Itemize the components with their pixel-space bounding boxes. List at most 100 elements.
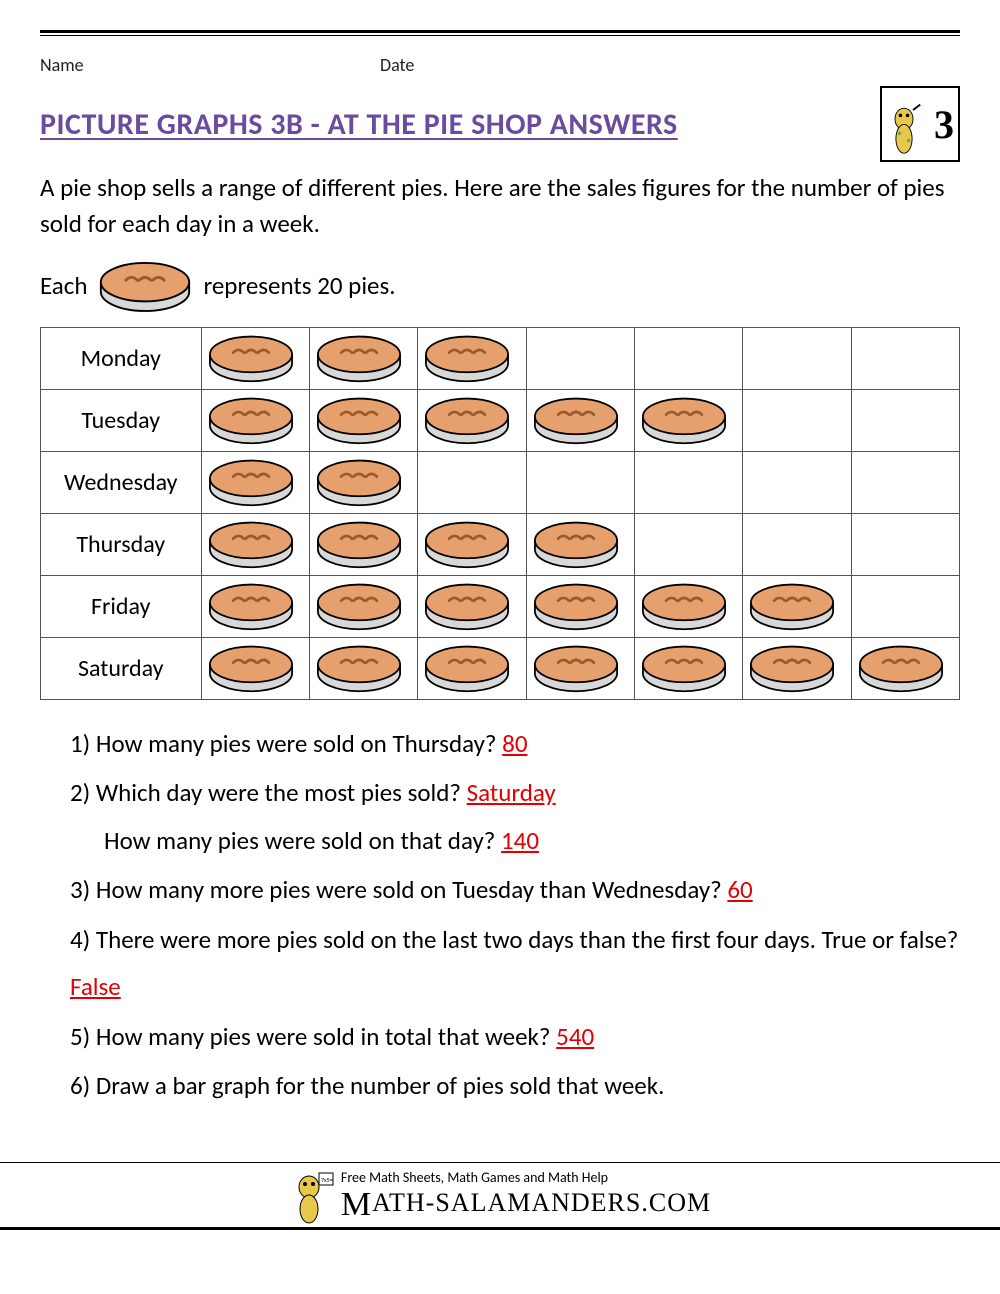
key-suffix: represents 20 pies. — [203, 270, 395, 301]
pictograph-cell — [309, 575, 417, 637]
pictograph-row: Thursday — [41, 513, 960, 575]
pictograph-cell — [634, 389, 742, 451]
pictograph-row: Wednesday — [41, 451, 960, 513]
pictograph-cell — [526, 637, 634, 699]
pictograph-cell — [201, 451, 309, 513]
pictograph-cell — [418, 451, 526, 513]
pictograph-cell — [851, 451, 959, 513]
question-text: How many pies were sold in total that we… — [96, 1021, 556, 1052]
answer: 540 — [556, 1021, 594, 1052]
pictograph-row: Tuesday — [41, 389, 960, 451]
pictograph-cell — [634, 451, 742, 513]
pictograph-cell — [526, 575, 634, 637]
header-labels: Name Date — [40, 54, 960, 76]
question: 2) Which day were the most pies sold? Sa… — [70, 769, 960, 864]
pictograph-cell — [743, 575, 851, 637]
pictograph-cell — [201, 575, 309, 637]
answer: False — [70, 971, 121, 1002]
top-rule — [40, 30, 960, 36]
pictograph-cell — [743, 513, 851, 575]
pictograph-cell — [309, 451, 417, 513]
question-text: Draw a bar graph for the number of pies … — [96, 1070, 665, 1101]
question-number: 3) — [70, 874, 96, 905]
question: 3) How many more pies were sold on Tuesd… — [70, 866, 960, 914]
pictograph-row: Monday — [41, 327, 960, 389]
pictograph-cell — [309, 513, 417, 575]
question-number: 1) — [70, 728, 96, 759]
pictograph-cell — [851, 513, 959, 575]
question-text: Which day were the most pies sold? — [96, 777, 467, 808]
pictograph-cell — [743, 637, 851, 699]
day-label: Monday — [41, 327, 202, 389]
question-number: 4) — [70, 924, 96, 955]
pictograph-row: Saturday — [41, 637, 960, 699]
pictograph-cell — [418, 575, 526, 637]
pictograph-cell — [851, 389, 959, 451]
question-sub: How many pies were sold on that day? 140 — [70, 817, 960, 865]
pictograph-cell — [526, 389, 634, 451]
pictograph-cell — [418, 389, 526, 451]
pictograph-cell — [851, 327, 959, 389]
pictograph-cell — [851, 637, 959, 699]
pictograph-cell — [634, 513, 742, 575]
pictograph-cell — [201, 389, 309, 451]
pictograph-cell — [526, 451, 634, 513]
title-row: PICTURE GRAPHS 3B - AT THE PIE SHOP ANSW… — [40, 86, 960, 162]
pictograph-cell — [201, 327, 309, 389]
pictograph-cell — [634, 575, 742, 637]
pictograph-table: Monday Tuesday — [40, 327, 960, 700]
pictograph-key: Each represents 20 pies. — [40, 259, 960, 313]
footer-site-m: M — [341, 1186, 372, 1223]
day-label: Tuesday — [41, 389, 202, 451]
date-label: Date — [380, 54, 960, 76]
pictograph-cell — [743, 327, 851, 389]
pictograph-cell — [309, 389, 417, 451]
pictograph-cell — [634, 637, 742, 699]
pictograph-cell — [743, 451, 851, 513]
question: 6) Draw a bar graph for the number of pi… — [70, 1062, 960, 1110]
question: 1) How many pies were sold on Thursday? … — [70, 720, 960, 768]
pictograph-cell — [418, 637, 526, 699]
footer-text-block: Free Math Sheets, Math Games and Math He… — [341, 1169, 711, 1224]
pictograph-cell — [418, 327, 526, 389]
answer: 140 — [501, 825, 539, 856]
name-label: Name — [40, 54, 380, 76]
footer: 7x5= Free Math Sheets, Math Games and Ma… — [0, 1162, 1000, 1230]
footer-site-rest: ATH-SALAMANDERS.COM — [372, 1188, 711, 1217]
pie-icon — [97, 259, 193, 313]
question-number: 6) — [70, 1070, 96, 1101]
intro-text: A pie shop sells a range of different pi… — [40, 170, 960, 243]
worksheet-page: Name Date PICTURE GRAPHS 3B - AT THE PIE… — [0, 0, 1000, 1132]
question-text: How many more pies were sold on Tuesday … — [96, 874, 727, 905]
footer-site: MATH-SALAMANDERS.COM — [341, 1186, 711, 1224]
pictograph-cell — [743, 389, 851, 451]
pictograph-cell — [418, 513, 526, 575]
question: 5) How many pies were sold in total that… — [70, 1013, 960, 1061]
pictograph-cell — [526, 513, 634, 575]
answer: 80 — [502, 728, 527, 759]
question: 4) There were more pies sold on the last… — [70, 916, 960, 1011]
day-label: Friday — [41, 575, 202, 637]
pictograph-cell — [201, 637, 309, 699]
answer: 60 — [727, 874, 752, 905]
day-label: Thursday — [41, 513, 202, 575]
salamander-icon — [886, 98, 922, 158]
pictograph-cell — [526, 327, 634, 389]
question-number: 5) — [70, 1021, 96, 1052]
grade-number: 3 — [934, 101, 954, 148]
grade-badge: 3 — [880, 86, 960, 162]
svg-text:7x5=: 7x5= — [321, 1176, 333, 1184]
salamander-footer-icon: 7x5= — [289, 1169, 335, 1225]
question-text: There were more pies sold on the last tw… — [96, 924, 958, 955]
key-prefix: Each — [40, 270, 87, 301]
question-number: 2) — [70, 777, 96, 808]
day-label: Wednesday — [41, 451, 202, 513]
pictograph-cell — [201, 513, 309, 575]
worksheet-title: PICTURE GRAPHS 3B - AT THE PIE SHOP ANSW… — [40, 106, 868, 143]
pictograph-cell — [309, 637, 417, 699]
question-text: How many pies were sold on Thursday? — [96, 728, 502, 759]
questions-list: 1) How many pies were sold on Thursday? … — [40, 720, 960, 1110]
pictograph-cell — [634, 327, 742, 389]
pictograph-cell — [851, 575, 959, 637]
pictograph-row: Friday — [41, 575, 960, 637]
